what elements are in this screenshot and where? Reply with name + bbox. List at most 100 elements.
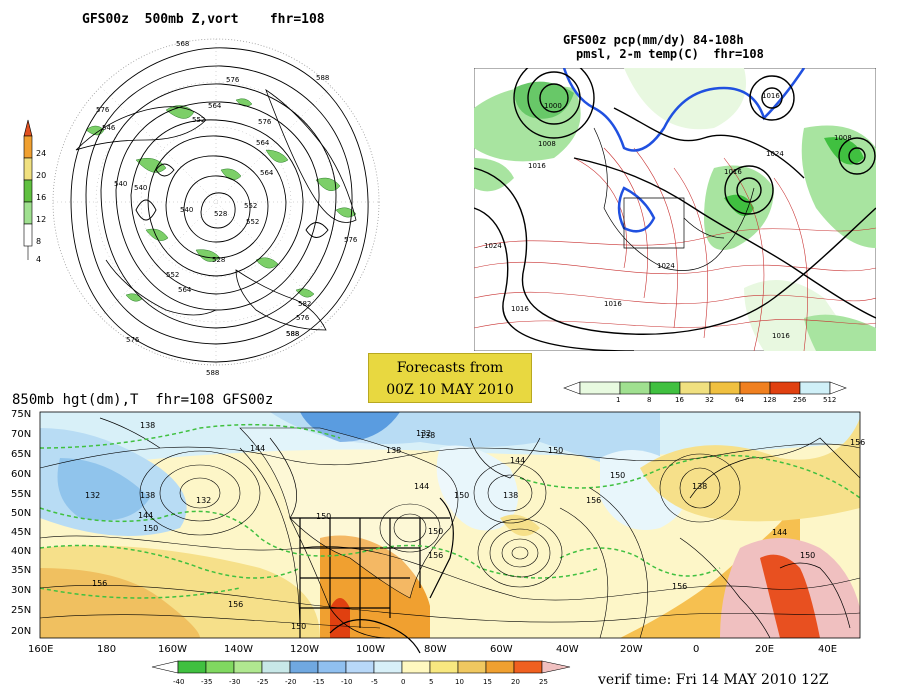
lon-label: 140W	[224, 644, 253, 655]
contour-label: 588	[286, 330, 299, 338]
temperature-contours	[474, 147, 876, 351]
contour-label: 564	[256, 139, 270, 147]
isobars	[474, 68, 876, 351]
lon-label: 60W	[490, 644, 513, 655]
forecast-line1: Forecasts from	[396, 360, 504, 376]
isobar-label: 1024	[766, 150, 784, 158]
hgt-label: 138	[140, 491, 155, 500]
na-colorbar: 1 8 16 32 64 128 256 512	[563, 381, 847, 403]
isobar-labels: 1000 1008 1016 1024 1016 1016 1008 1016 …	[484, 92, 852, 340]
polar-cb-label: 16	[36, 193, 46, 202]
hgt-label: 150	[291, 622, 306, 631]
h850-cb-label: 20	[511, 678, 520, 686]
hgt-label: 156	[850, 438, 865, 447]
h850-panel-title: 850mb hgt(dm),T fhr=108 GFS00z	[12, 392, 274, 408]
contour-label: 564	[208, 102, 222, 110]
hgt-label: 144	[510, 456, 525, 465]
lon-label: 0	[693, 644, 699, 655]
lat-label: 20N	[11, 626, 31, 637]
polar-cb-label: 20	[36, 171, 46, 180]
hgt-label: 156	[428, 551, 443, 560]
hgt-label: 150	[548, 446, 563, 455]
contour-label: 528	[214, 210, 227, 218]
hgt-label: 144	[250, 444, 265, 453]
isobar-label: 1016	[772, 332, 790, 340]
polar-cb-label: 8	[36, 237, 41, 246]
h850-cb-label: -10	[341, 678, 352, 686]
na-cb-label: 8	[647, 396, 651, 403]
lat-label: 40N	[11, 546, 31, 557]
lon-label: 120W	[290, 644, 319, 655]
contour-label: 564	[178, 286, 192, 294]
contour-label: 552	[192, 116, 205, 124]
h850-frame	[39, 411, 861, 639]
h850-cb-label: -40	[173, 678, 184, 686]
na-cb-label: 1	[616, 396, 620, 403]
500mb-height-contours	[70, 47, 369, 363]
lat-label: 60N	[11, 469, 31, 480]
na-cb-label: 16	[675, 396, 684, 403]
h850-cb-label: -30	[229, 678, 240, 686]
h850-cb-label: 10	[455, 678, 464, 686]
na-cb-label: 512	[823, 396, 836, 403]
isobar-label: 1016	[511, 305, 529, 313]
contour-label: 582	[298, 300, 311, 308]
isobar-label: 1024	[657, 262, 675, 270]
hgt-label: 156	[672, 582, 687, 591]
lat-label: 55N	[11, 489, 31, 500]
contour-label: 546	[102, 124, 116, 132]
lat-label: 30N	[11, 585, 31, 596]
lat-label: 35N	[11, 565, 31, 576]
lat-label: 45N	[11, 527, 31, 538]
hgt-label: 150	[143, 524, 158, 533]
contour-label: 588	[206, 369, 219, 377]
hgt-label: 156	[228, 600, 243, 609]
lon-label: 160W	[158, 644, 187, 655]
h850-cb-label: -15	[313, 678, 324, 686]
lon-label: 160E	[28, 644, 53, 655]
h850-cb-label: -20	[285, 678, 296, 686]
lon-label: 40W	[556, 644, 579, 655]
hgt-label: 144	[414, 482, 429, 491]
contour-label: 564	[260, 169, 274, 177]
isobar-label: 1008	[834, 134, 852, 142]
contour-label: 552	[244, 202, 257, 210]
isobar-label: 1024	[484, 242, 502, 250]
longitude-labels: 160E 180 160W 140W 120W 100W 80W 60W 40W…	[28, 644, 837, 655]
contour-label: 540	[114, 180, 127, 188]
h850-cb-label: -35	[201, 678, 212, 686]
na-pmsl-map: 1000 1008 1016 1024 1016 1016 1008 1016 …	[474, 68, 876, 351]
hgt-label: 138	[140, 421, 155, 430]
contour-label: 552	[166, 271, 179, 279]
hgt-label: 156	[92, 579, 107, 588]
lat-label: 65N	[11, 449, 31, 460]
contour-label: 540	[134, 184, 147, 192]
na-panel-title-line1: GFS00z pcp(mm/dy) 84-108h	[563, 33, 744, 47]
contour-label: 528	[212, 256, 225, 264]
isobar-label: 1000	[544, 102, 562, 110]
h850-map: 138 144 132 138 132 138 144 150 144 150 …	[11, 409, 865, 655]
contour-label: 588	[316, 74, 329, 82]
freezing-contours	[39, 423, 861, 599]
contour-label: 540	[180, 206, 193, 214]
lon-label: 100W	[356, 644, 385, 655]
lat-label: 75N	[11, 409, 31, 420]
lat-label: 70N	[11, 429, 31, 440]
isobar-label: 1016	[528, 162, 546, 170]
hgt-label: 138	[692, 482, 707, 491]
contour-label: 576	[344, 236, 358, 244]
na-cb-label: 128	[763, 396, 776, 403]
hgt-label: 138	[503, 491, 518, 500]
lon-label: 40E	[818, 644, 837, 655]
polar-500mb-map: 24 20 16 12 8 4	[23, 38, 380, 377]
polar-coastlines	[75, 88, 357, 331]
isobar-label: 1016	[762, 92, 780, 100]
contour-label: 568	[176, 40, 189, 48]
contour-label: 576	[258, 118, 272, 126]
contour-label: 576	[126, 336, 140, 344]
na-cb-label: 32	[705, 396, 714, 403]
hgt-label: 144	[138, 511, 153, 520]
h850-cb-label: -25	[257, 678, 268, 686]
hgt-label: 138	[386, 446, 401, 455]
850mb-contour-labels: 138 144 132 138 132 138 144 150 144 150 …	[85, 421, 865, 631]
